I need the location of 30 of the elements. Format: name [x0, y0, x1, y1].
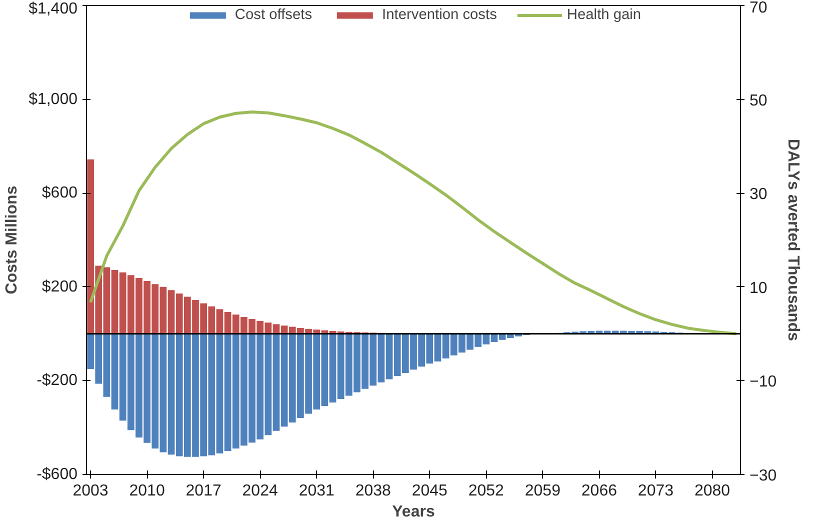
y-tick-label: $1,000 — [28, 90, 78, 108]
y2-tick-label: 30 — [750, 186, 768, 204]
y2-tick-label: 70 — [750, 0, 768, 16]
legend-label: Health gain — [566, 7, 642, 23]
y-tick-label: $200 — [42, 278, 78, 296]
x-tick-label: 2038 — [355, 482, 392, 500]
y-tick-label: -$600 — [36, 466, 78, 483]
x-tick-label: 2024 — [242, 482, 278, 500]
legend-label: Intervention costs — [382, 7, 497, 23]
y-tick-label: -$200 — [36, 372, 78, 390]
x-tick-label: 2059 — [524, 482, 561, 500]
x-tick-label: 2073 — [638, 482, 674, 500]
x-tick-label: 2003 — [72, 482, 108, 500]
legend-label: Cost offsets — [234, 7, 312, 23]
x-axis-title: Years — [392, 504, 435, 520]
x-tick-label: 2010 — [129, 482, 165, 500]
y-tick-label: $600 — [42, 184, 78, 202]
x-tick-label: 2031 — [298, 482, 335, 500]
x-tick-label: 2017 — [186, 482, 222, 500]
x-tick-label: 2080 — [694, 482, 730, 500]
y-axis-title: Costs Millions — [4, 186, 21, 294]
y2-tick-label: 50 — [750, 92, 768, 110]
x-tick-label: 2052 — [468, 482, 504, 500]
y2-tick-label: −30 — [750, 468, 777, 484]
y2-tick-label: −10 — [750, 374, 777, 391]
x-tick-label: 2066 — [581, 482, 618, 500]
y2-axis-title: DALYs averted Thousands — [784, 138, 802, 342]
x-tick-label: 2045 — [412, 482, 448, 500]
y-tick-label: $1,400 — [28, 0, 78, 18]
y2-tick-label: 10 — [750, 280, 768, 297]
